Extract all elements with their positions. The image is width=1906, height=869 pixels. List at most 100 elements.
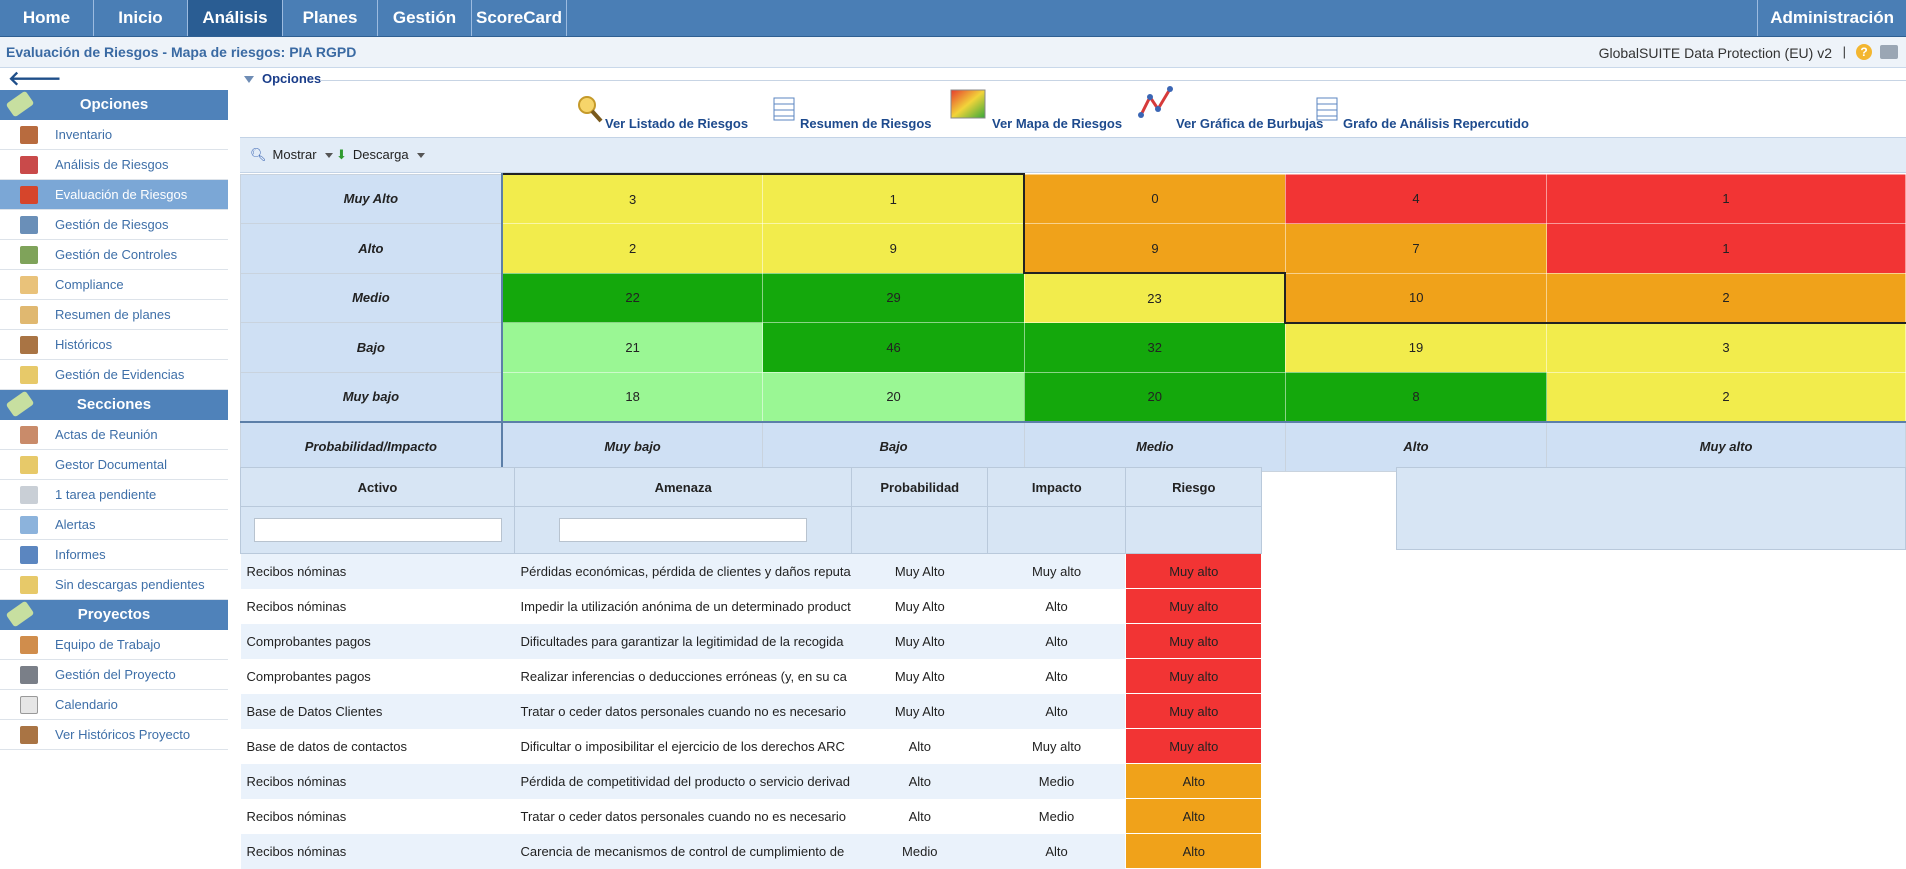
resumen-riesgos-link[interactable]: Resumen de Riesgos [773,95,943,135]
tab-administracion[interactable]: Administración [1757,0,1906,36]
probabilidad-cell: Muy Alto [894,598,945,614]
help-icon[interactable]: ? [1856,44,1872,60]
heatmap-cell[interactable]: 1 [1546,223,1906,274]
table-row[interactable]: Recibos nóminas Pérdidas económicas, pérd… [240,553,1263,589]
sidebar-item-analisis-riesgos[interactable]: Análisis de Riesgos [0,150,228,180]
col-impacto[interactable]: Impacto [987,467,1127,507]
heatmap-cell[interactable]: 10 [1284,272,1548,324]
tab-inicio[interactable]: Inicio [94,0,188,36]
riesgo-cell: Alto [1125,763,1263,799]
tab-gestion[interactable]: Gestión [378,0,472,36]
breadcrumb: Evaluación de Riesgos - Mapa de riesgos:… [6,44,357,60]
riesgo-cell: Muy alto [1125,588,1263,624]
sidebar-item-gestion-riesgos[interactable]: Gestión de Riesgos [0,210,228,240]
amenaza-cell: Realizar inferencias o deducciones errón… [520,668,847,684]
sidebar-item-descargas[interactable]: Sin descargas pendientes [0,570,228,600]
sidebar-item-informes[interactable]: Informes [0,540,228,570]
riesgo-cell: Alto [1125,798,1263,834]
mostrar-button[interactable]: 🔍︎ Mostrar [250,147,333,163]
tab-analisis[interactable]: Análisis [188,0,283,36]
activo-cell: Recibos nóminas [246,598,347,614]
grafo-analisis-repercutido-link[interactable]: Grafo de Análisis Repercutido [1316,95,1532,135]
sidebar-section-opciones[interactable]: Opciones [0,90,228,120]
tab-scorecard[interactable]: ScoreCard [472,0,567,36]
table-row[interactable]: Comprobantes pagos Dificultades para gara… [240,623,1263,659]
options-toggle[interactable]: Opciones [240,71,321,86]
sidebar-item-equipo[interactable]: Equipo de Trabajo [0,630,228,660]
heatmap-cell[interactable]: 19 [1284,322,1548,373]
analysis-icon [20,156,38,174]
heatmap-cell[interactable]: 2 [1546,272,1906,324]
sidebar-item-historicos-proyecto[interactable]: Ver Históricos Proyecto [0,720,228,750]
heatmap-cell[interactable]: 9 [1023,223,1286,274]
heatmap-cell[interactable]: 18 [501,371,764,422]
sidebar-item-gestion-controles[interactable]: Gestión de Controles [0,240,228,270]
back-arrow-icon[interactable]: 🡐 [8,68,62,90]
activo-filter-input[interactable] [253,518,502,542]
col-amenaza[interactable]: Amenaza [513,467,853,507]
sidebar-item-alertas[interactable]: Alertas [0,510,228,540]
sidebar-item-historicos[interactable]: Históricos [0,330,228,360]
action-bar: Ver Listado de Riesgos Resumen de Riesgo… [240,86,1906,135]
ver-listado-riesgos-link[interactable]: Ver Listado de Riesgos [577,95,763,135]
heatmap-cell[interactable]: 23 [1023,272,1287,323]
heatmap-cell[interactable]: 22 [501,272,764,323]
sidebar-item-tarea-pendiente[interactable]: 1 tarea pendiente [0,480,228,510]
heatmap-cell[interactable]: 4 [1284,173,1548,224]
table-row[interactable]: Recibos nóminas Pérdida de competitividad… [240,763,1263,799]
heatmap-cell[interactable]: 2 [1546,371,1906,422]
activo-cell: Recibos nóminas [246,808,347,824]
sidebar-section-secciones[interactable]: Secciones [0,390,228,420]
table-row[interactable]: Recibos nóminas Tratar o ceder datos pers… [241,798,1263,834]
sidebar-section-proyectos[interactable]: Proyectos [0,600,228,630]
col-probabilidad[interactable]: Probabilidad [851,467,989,507]
impacto-cell: Muy alto [1031,738,1082,754]
ver-grafica-burbujas-link[interactable]: Ver Gráfica de Burbujas [1138,86,1323,135]
heatmap-cell[interactable]: 29 [762,272,1025,323]
sidebar-item-resumen-planes[interactable]: Resumen de planes [0,300,228,330]
riesgo-cell: Muy alto [1125,553,1263,589]
sidebar-item-actas[interactable]: Actas de Reunión [0,420,228,450]
table-row[interactable]: Recibos nóminas Carencia de mecanismos de… [240,833,1263,869]
heatmap-cell[interactable]: 1 [762,173,1026,224]
heatmap-cell[interactable]: 0 [1023,173,1286,224]
col-riesgo[interactable]: Riesgo [1125,467,1263,507]
heatmap-cell[interactable]: 46 [762,322,1025,373]
heatmap-cell[interactable]: 20 [762,371,1025,422]
tab-planes[interactable]: Planes [283,0,378,36]
sidebar-item-gestor-documental[interactable]: Gestor Documental [0,450,228,480]
heatmap-cell[interactable]: 2 [501,223,764,274]
table-row[interactable]: Base de Datos Clientes Tratar o ceder dat… [240,693,1263,729]
table-row[interactable]: Recibos nóminas Impedir la utilización an… [241,588,1263,624]
heatmap-cell[interactable]: 3 [1546,322,1906,373]
tab-home[interactable]: Home [0,0,94,36]
heatmap-cell[interactable]: 32 [1023,322,1286,373]
ver-mapa-riesgos-link[interactable]: Ver Mapa de Riesgos [950,89,1130,135]
heatmap-cell[interactable]: 20 [1023,371,1286,422]
sidebar-item-calendario[interactable]: Calendario [0,690,228,720]
table-row[interactable]: Base de datos de contactos Dificultar o i… [241,728,1263,764]
search-icon: 🔍︎ [250,147,267,162]
table-row[interactable]: Comprobantes pagos Realizar inferencias o… [241,658,1263,694]
heatmap-cell[interactable]: 7 [1284,223,1548,274]
amenaza-filter-input[interactable] [559,518,808,542]
probabilidad-cell: Alto [851,763,988,799]
sidebar-item-compliance[interactable]: Compliance [0,270,228,300]
report-icon [20,546,38,564]
descarga-button[interactable]: ⬇ Descarga [336,147,425,163]
heatmap-cell[interactable]: 1 [1546,173,1906,224]
sidebar-item-gestion-evidencias[interactable]: Gestión de Evidencias [0,360,228,390]
heatmap-cell[interactable]: 8 [1284,371,1548,422]
heatmap-cell[interactable]: 3 [501,173,764,224]
mailbox-icon[interactable] [1880,45,1898,59]
sidebar-item-evaluacion-riesgos[interactable]: Evaluación de Riesgos [0,180,228,210]
sidebar-item-gestion-proyecto[interactable]: Gestión del Proyecto [0,660,228,690]
activo-cell: Comprobantes pagos [246,668,371,684]
heatmap-cell[interactable]: 21 [501,322,764,373]
divider [320,80,1906,81]
heatmap-cell[interactable]: 9 [762,223,1026,274]
sidebar-item-inventario[interactable]: Inventario [0,120,228,150]
col-activo[interactable]: Activo [240,467,515,507]
inventory-icon [20,126,38,144]
dropdown-caret-icon [324,153,333,159]
